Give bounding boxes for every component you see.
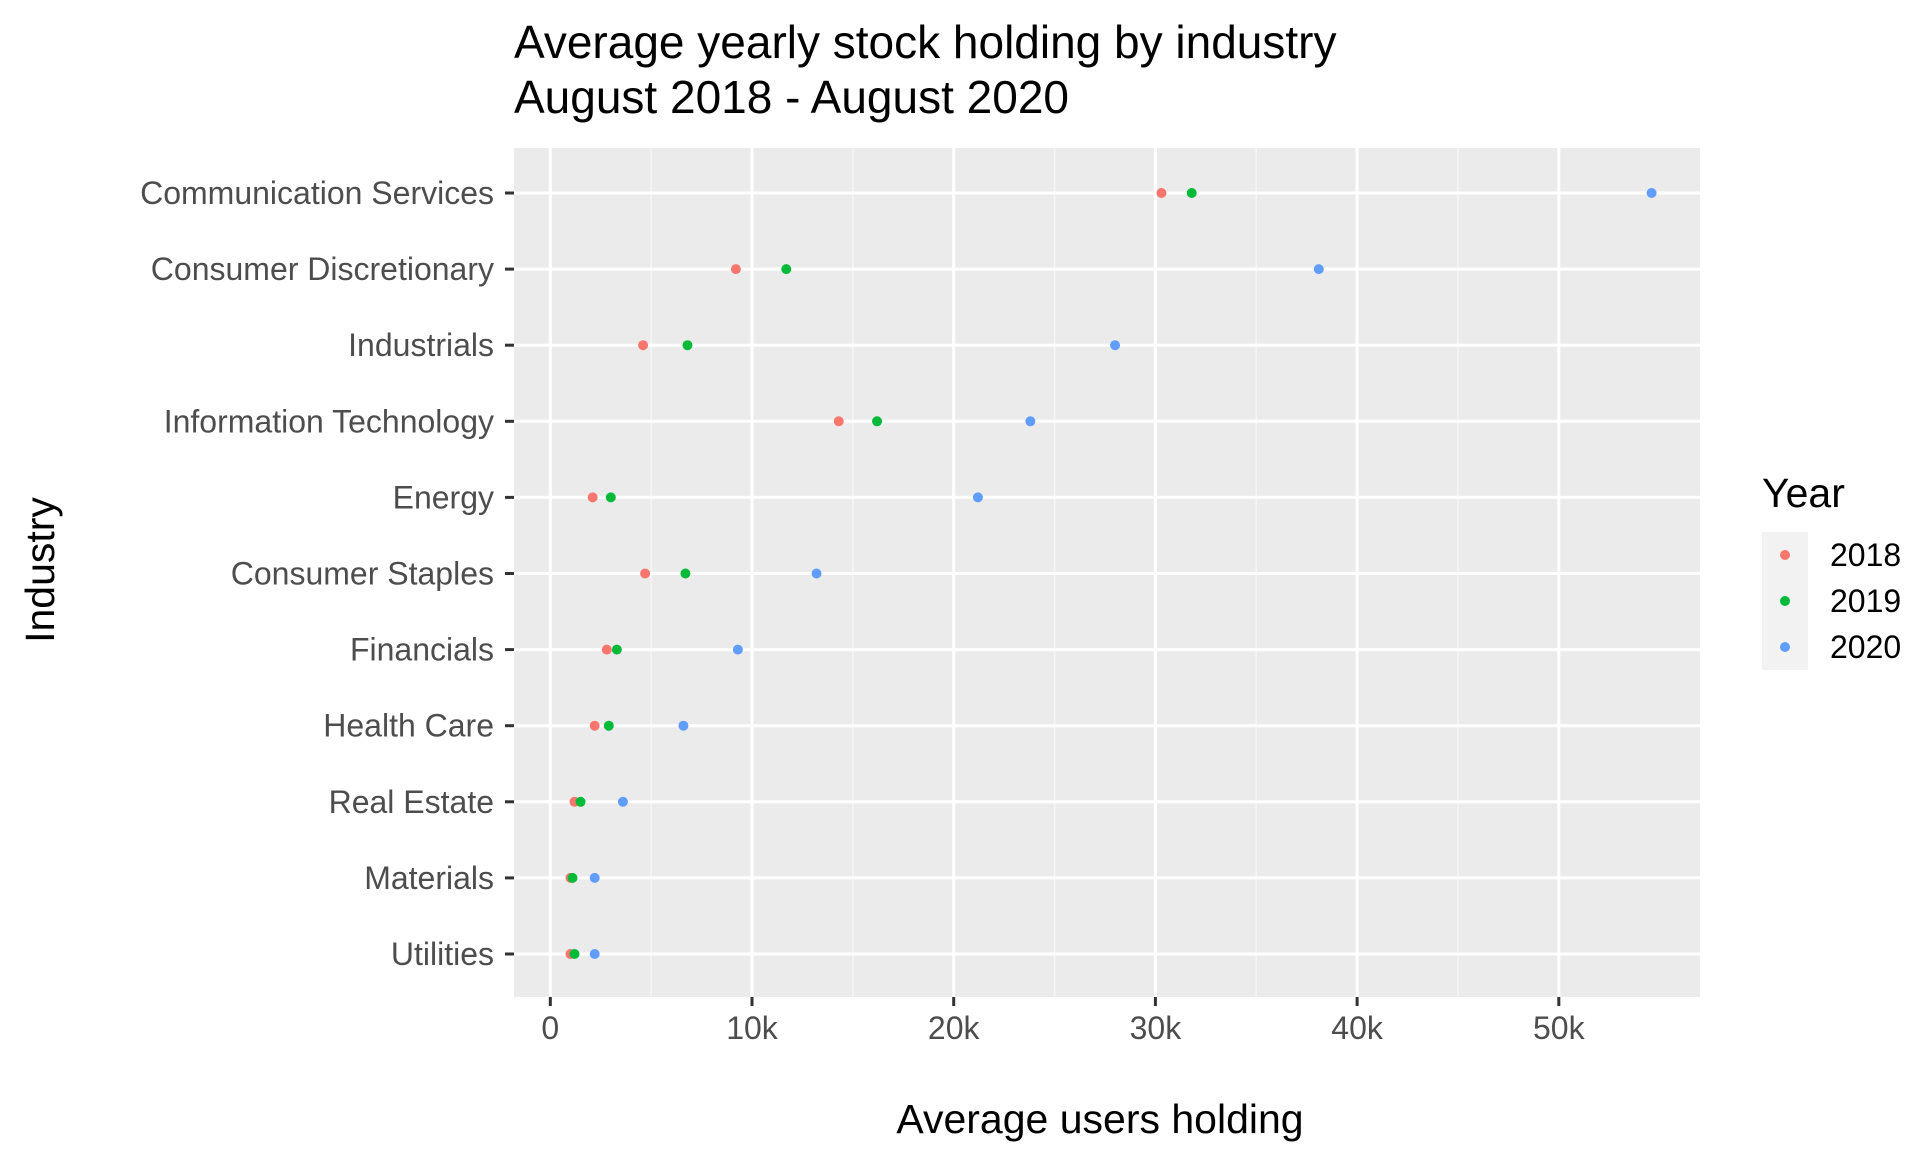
plot-panel <box>514 148 1700 997</box>
x-axis-title: Average users holding <box>896 1096 1303 1142</box>
point-2020-financials <box>732 644 743 655</box>
chart-subtitle: August 2018 - August 2020 <box>514 71 1069 123</box>
x-tick-label: 40k <box>1331 1010 1384 1046</box>
point-2020-materials <box>589 872 600 883</box>
y-tick-label: Information Technology <box>164 403 494 439</box>
legend-key-2019 <box>1780 596 1790 606</box>
point-2018-consumer-staples <box>640 568 651 579</box>
point-2020-energy <box>972 492 983 503</box>
point-2019-utilities <box>569 949 580 959</box>
legend-label-2018: 2018 <box>1830 537 1901 573</box>
point-2020-industrials <box>1110 340 1121 351</box>
y-tick-label: Financials <box>350 632 494 668</box>
y-tick-label: Consumer Staples <box>231 556 494 592</box>
point-2019-financials <box>611 644 622 655</box>
point-2019-energy <box>605 492 616 503</box>
legend-title: Year <box>1762 470 1845 516</box>
point-2018-industrials <box>638 340 649 351</box>
x-tick-label: 10k <box>726 1010 779 1046</box>
point-2020-consumer-staples <box>811 568 822 579</box>
x-tick-label: 20k <box>928 1010 981 1046</box>
point-2020-consumer-discretionary <box>1313 264 1324 275</box>
y-axis: Communication Services Consumer Discretio… <box>140 175 514 972</box>
y-tick-label: Materials <box>364 860 494 896</box>
point-2018-consumer-discretionary <box>730 264 741 275</box>
legend-label-2019: 2019 <box>1830 583 1901 619</box>
point-2020-information-technology <box>1025 416 1036 427</box>
legend-key-2020 <box>1780 642 1790 652</box>
y-tick-label: Real Estate <box>329 784 494 820</box>
chart-title: Average yearly stock holding by industry <box>514 16 1336 68</box>
point-2019-information-technology <box>872 416 883 427</box>
point-2018-health-care <box>589 720 600 731</box>
legend: 2018 2019 2020 <box>1762 532 1901 670</box>
point-2018-communication-services <box>1156 188 1167 198</box>
point-2020-real-estate <box>617 796 628 807</box>
y-axis-title: Industry <box>17 497 63 643</box>
y-tick-label: Health Care <box>323 708 494 744</box>
point-2019-health-care <box>603 720 614 731</box>
point-2019-communication-services <box>1186 188 1197 198</box>
y-tick-label: Energy <box>393 479 494 515</box>
legend-label-2020: 2020 <box>1830 629 1901 665</box>
y-tick-label: Industrials <box>348 327 494 363</box>
point-2019-materials <box>567 872 578 883</box>
point-2018-financials <box>601 644 612 655</box>
x-tick-label: 50k <box>1533 1010 1586 1046</box>
point-2018-information-technology <box>833 416 844 427</box>
point-2020-health-care <box>678 720 689 731</box>
y-tick-label: Consumer Discretionary <box>151 251 494 287</box>
y-tick-label: Communication Services <box>140 175 494 211</box>
x-axis: 0 10k 20k 30k 40k 50k <box>541 997 1586 1046</box>
x-tick-label: 30k <box>1130 1010 1183 1046</box>
x-tick-label: 0 <box>541 1010 559 1046</box>
legend-key-2018 <box>1780 550 1790 560</box>
point-2019-industrials <box>682 340 693 351</box>
point-2019-real-estate <box>575 796 586 807</box>
point-2019-consumer-staples <box>680 568 691 579</box>
y-tick-label: Utilities <box>391 936 494 972</box>
point-2019-consumer-discretionary <box>781 264 792 275</box>
point-2018-energy <box>587 492 598 503</box>
point-2020-communication-services <box>1646 188 1657 198</box>
point-2020-utilities <box>589 949 600 959</box>
